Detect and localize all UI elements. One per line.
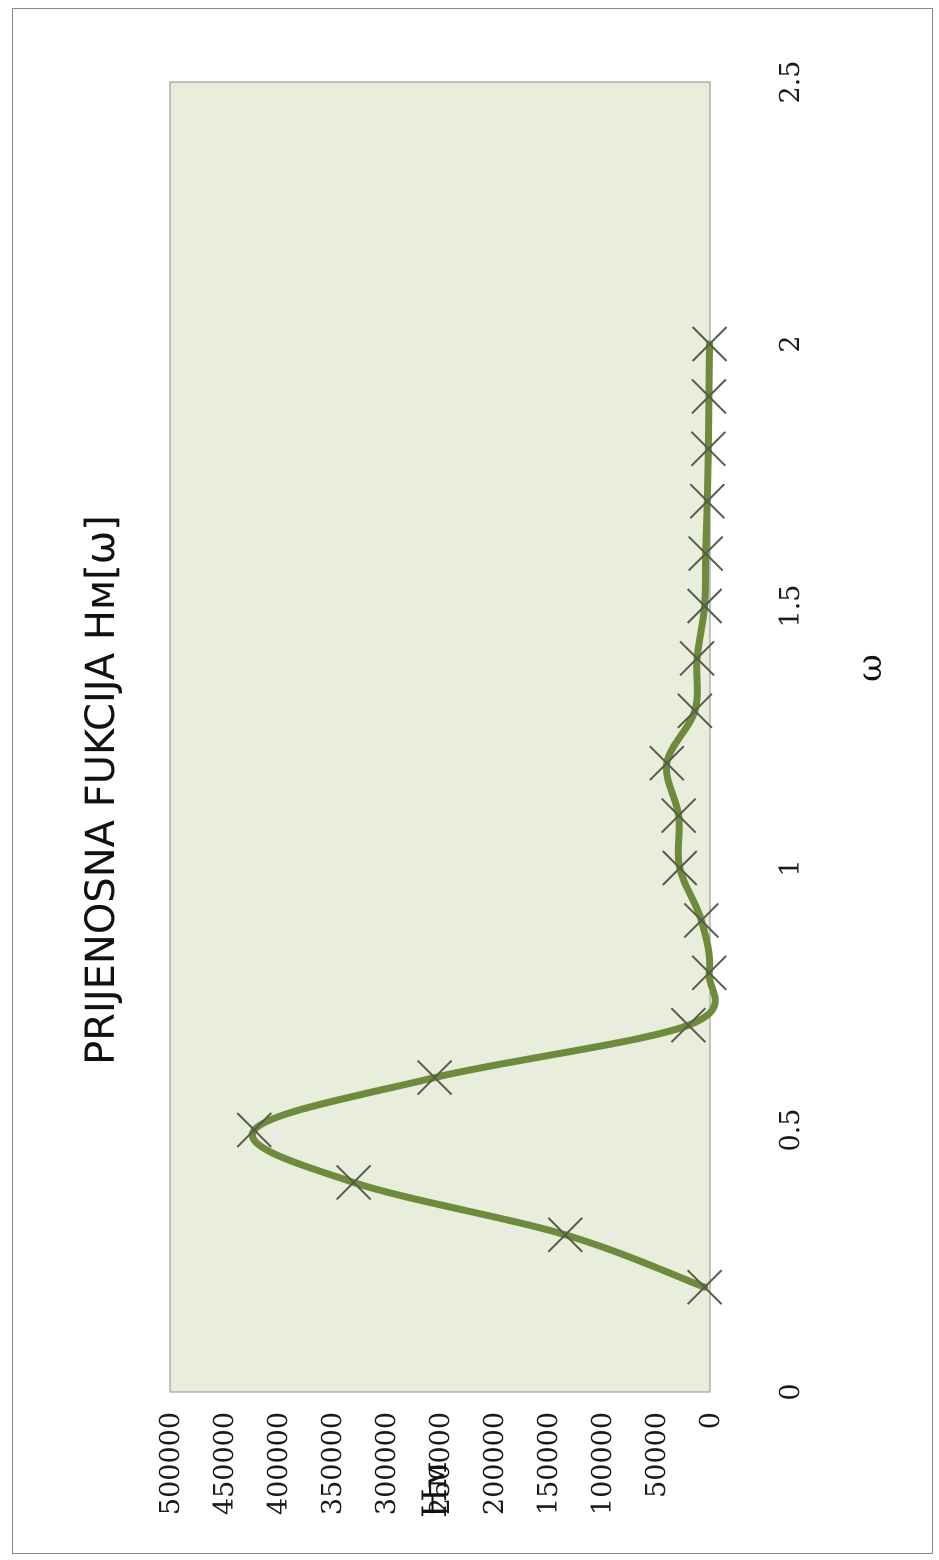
data-point-marker xyxy=(662,850,698,886)
data-point-marker xyxy=(691,378,727,415)
y-tick-label: 150000 xyxy=(533,1412,564,1515)
chart-title: PRIJENOSNA FUKCIJA Hᴍ[ω] xyxy=(78,515,124,1065)
data-point-marker xyxy=(686,1269,723,1305)
data-point-marker xyxy=(687,535,724,572)
y-tick-label: 500000 xyxy=(155,1412,186,1515)
x-tick-label: 2.5 xyxy=(775,61,806,104)
y-tick-label: 50000 xyxy=(641,1412,672,1498)
x-axis-ticks: 0 0.5 1 1.5 2 2.5 xyxy=(775,61,806,1401)
y-axis-label: Hᴍ xyxy=(415,1462,455,1518)
data-point-marker xyxy=(670,1007,707,1043)
data-point-marker xyxy=(691,326,728,362)
data-point-marker xyxy=(691,955,727,991)
plot-area xyxy=(169,81,711,1393)
x-axis-label: ω xyxy=(850,654,890,682)
data-point-marker xyxy=(649,745,685,781)
data-point-marker xyxy=(683,902,720,939)
data-point-marker xyxy=(660,797,697,834)
data-point-marker xyxy=(679,640,715,677)
y-tick-label: 300000 xyxy=(371,1412,402,1515)
data-point-marker xyxy=(416,1059,453,1096)
data-point-marker xyxy=(335,1164,372,1201)
x-tick-label: 1 xyxy=(775,859,806,876)
data-point-marker xyxy=(677,693,713,729)
y-tick-label: 400000 xyxy=(263,1412,294,1515)
x-tick-label: 2 xyxy=(775,335,806,352)
y-tick-label: 100000 xyxy=(587,1412,618,1515)
y-tick-label: 450000 xyxy=(209,1412,240,1515)
x-tick-label: 0 xyxy=(775,1383,806,1400)
data-point-marker xyxy=(690,431,727,467)
series-layer xyxy=(236,326,728,1305)
y-tick-label: 350000 xyxy=(317,1412,348,1515)
series-line xyxy=(248,340,719,1291)
x-tick-label: 0.5 xyxy=(775,1109,806,1152)
data-point-marker xyxy=(236,1112,272,1148)
data-point-marker xyxy=(686,588,723,624)
data-point-marker xyxy=(547,1217,583,1253)
y-tick-label: 200000 xyxy=(479,1412,510,1515)
y-tick-label: 250000 xyxy=(425,1412,456,1515)
data-point-marker xyxy=(689,483,726,519)
x-tick-label: 1.5 xyxy=(775,585,806,628)
y-tick-label: 0 xyxy=(695,1412,726,1429)
y-axis-ticks: 0 50000 100000 150000 200000 250000 300000 3500… xyxy=(155,1412,726,1515)
